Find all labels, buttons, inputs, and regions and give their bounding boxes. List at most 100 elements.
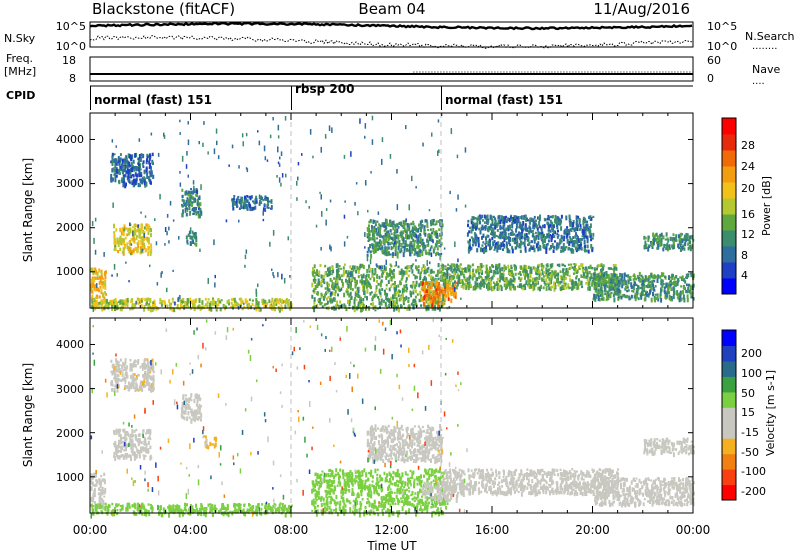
colorbar-swatch (722, 166, 736, 183)
velocity-cbar-tick: 100 (741, 367, 762, 380)
colorbar-swatch (722, 118, 736, 135)
nsearch-legend: ........ (752, 41, 777, 52)
power-echoes (90, 115, 695, 313)
velocity-cbar-tick: -100 (741, 465, 766, 478)
nave-label: Nave (752, 63, 780, 76)
colorbar-swatch (722, 360, 736, 377)
colorbar-swatch (722, 391, 736, 408)
freq-tick-min: 8 (69, 72, 76, 85)
freq-tick-max: 18 (62, 54, 76, 67)
cpid-label: CPID (6, 89, 35, 102)
velocity-echo-region (110, 357, 155, 393)
power-echo-region (231, 195, 273, 212)
power-cbar-tick: 8 (741, 249, 748, 262)
colorbar-swatch (722, 469, 736, 486)
colorbar-swatch (722, 438, 736, 455)
power-echo-region (181, 188, 203, 219)
colorbar-swatch (722, 262, 736, 279)
velocity-cbar-tick: -50 (741, 446, 759, 459)
power-cbar-tick: 4 (741, 269, 748, 282)
noise-tick-bottom-left: 10^0 (56, 40, 86, 53)
velocity-ytick-label: 4000 (56, 338, 84, 351)
colorbar-swatch (722, 214, 736, 231)
velocity-cbar-tick: 200 (741, 347, 762, 360)
power-ytick-label: 3000 (56, 177, 84, 190)
power-speckle (91, 115, 467, 312)
power-echo-region (466, 214, 595, 254)
colorbar-swatch (722, 230, 736, 247)
power-cbar-tick: 12 (741, 228, 755, 241)
x-tick-label: 00:00 (676, 523, 711, 537)
velocity-echo-region (643, 437, 695, 458)
colorbar-swatch (722, 484, 736, 501)
power-echo-region (592, 271, 695, 303)
x-tick-label: 08:00 (274, 523, 309, 537)
velocity-echo-region (366, 424, 444, 464)
nsky-label: N.Sky (4, 32, 36, 45)
freq-panel (89, 56, 694, 82)
date-title: 11/Aug/2016 (593, 0, 690, 18)
power-ytick-label: 4000 (56, 133, 84, 146)
power-echo-region (366, 218, 444, 259)
colorbar-swatch (722, 246, 736, 263)
velocity-echo-region (203, 435, 218, 450)
colorbar-swatch (722, 376, 736, 393)
power-echo-region (643, 232, 695, 252)
noise-tick-top-right: 10^5 (707, 20, 737, 33)
power-y-ticks (90, 138, 693, 273)
colorbar-swatch (722, 198, 736, 215)
nave-tick-min: 0 (707, 72, 714, 85)
x-tick-label: 00:00 (73, 523, 108, 537)
velocity-x-ticks (89, 318, 694, 513)
velocity-cbar-tick: -200 (741, 485, 766, 498)
colorbar-swatch (722, 278, 736, 295)
power-cbar-tick: 28 (741, 139, 755, 152)
power-echo-region (110, 152, 155, 189)
noise-tick-bottom-right: 10^0 (707, 40, 737, 53)
cpid-row: normal (fast) 151 rbsp 200 normal (fast)… (90, 82, 693, 110)
velocity-panel (89, 317, 695, 519)
nave-legend: .... (752, 76, 765, 87)
x-tick-label: 12:00 (374, 523, 409, 537)
colorbar-swatch (722, 345, 736, 362)
x-tick-label: 20:00 (575, 523, 610, 537)
colorbar-swatch (722, 182, 736, 199)
velocity-y-ticks (90, 343, 693, 478)
nsearch-label: N.Search (745, 30, 795, 43)
colorbar-swatch (722, 422, 736, 439)
noise-tick-top-left: 10^5 (56, 20, 86, 33)
velocity-y-axis-label: Slant Range [km] (21, 363, 35, 467)
colorbar-swatch (722, 407, 736, 424)
x-axis-label: Time UT (366, 539, 417, 553)
velocity-echo-region (180, 393, 203, 424)
power-ytick-label: 1000 (56, 265, 84, 278)
power-colorbar (721, 117, 737, 295)
colorbar-swatch (722, 150, 736, 167)
x-tick-label: 04:00 (173, 523, 208, 537)
freq-unit-label: [MHz] (4, 65, 36, 78)
velocity-cbar-tick: 50 (741, 387, 755, 400)
beam-title: Beam 04 (358, 0, 425, 18)
station-title: Blackstone (fitACF) (92, 0, 235, 18)
freq-label: Freq. (6, 52, 33, 65)
nsky-trace (89, 21, 693, 31)
colorbar-swatch (722, 330, 736, 346)
velocity-echo-region (90, 472, 107, 512)
nave-tick-max: 60 (707, 54, 721, 67)
velocity-cbar-tick: 15 (741, 406, 755, 419)
power-cbar-tick: 20 (741, 182, 755, 195)
velocity-colorbar (721, 329, 737, 501)
power-echo-region (113, 223, 153, 257)
velocity-cbar-tick: -15 (741, 426, 759, 439)
velocity-echoes (90, 318, 695, 519)
power-echo-region (91, 297, 293, 313)
power-cbar-tick: 24 (741, 160, 755, 173)
velocity-echo-region (113, 428, 153, 461)
velocity-ytick-label: 1000 (56, 471, 84, 484)
colorbar-swatch (722, 134, 736, 151)
power-panel (89, 112, 695, 313)
colorbar-swatch (722, 453, 736, 470)
power-colorbar-label: Power [dB] (760, 176, 773, 236)
velocity-ytick-label: 3000 (56, 383, 84, 396)
